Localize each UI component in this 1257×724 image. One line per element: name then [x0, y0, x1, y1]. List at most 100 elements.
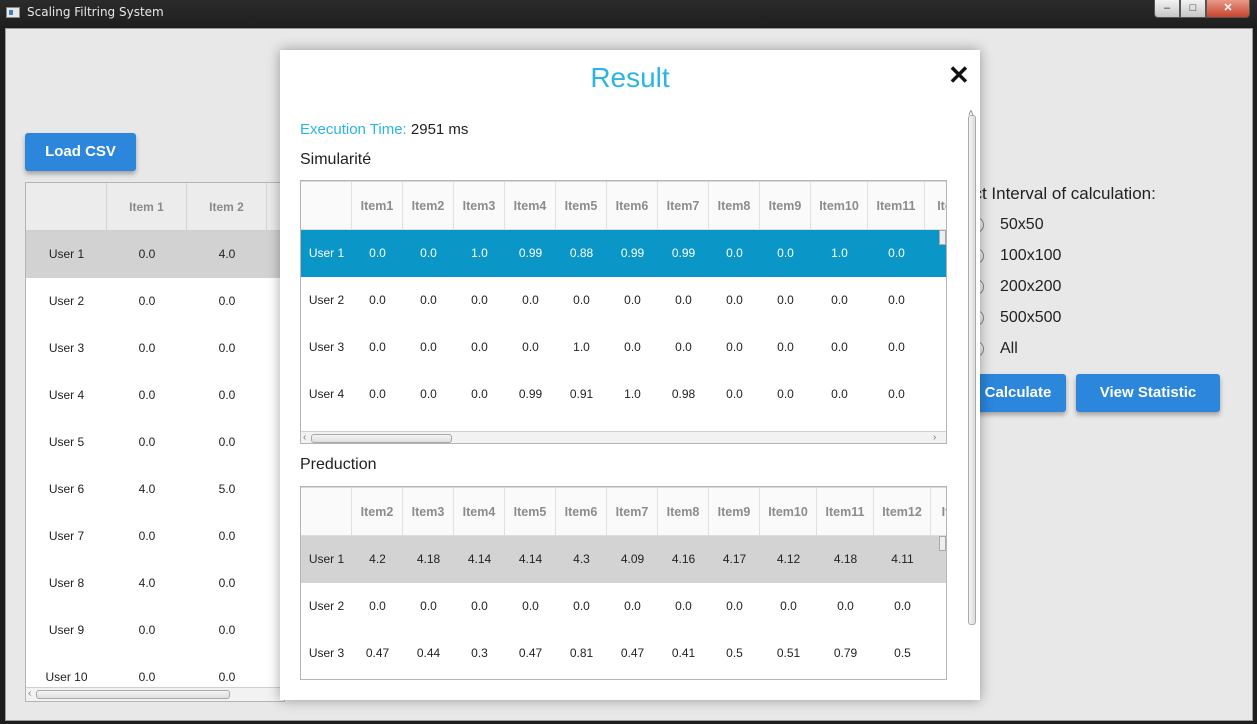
table-row[interactable]: User 4 0.0 0.0	[26, 372, 284, 419]
table-cell: 4.09	[620, 552, 645, 566]
execution-time-value: 2951 ms	[410, 121, 469, 138]
column-header[interactable]: Item3	[403, 488, 454, 537]
load-csv-button[interactable]: Load CSV	[25, 133, 136, 171]
radio-label: 200x200	[1000, 278, 1062, 295]
table-row[interactable]: User 1 0.0 0.0 1.0 0.99 0.88 0.99 0.99 0.0 0.0 1.0…	[301, 230, 946, 277]
table-cell: 4.0	[218, 247, 236, 261]
column-header[interactable]: Item9	[760, 182, 811, 231]
table-cell: 4.17	[722, 552, 747, 566]
header-cell[interactable]: Item 2	[187, 183, 267, 231]
table-cell: 0.0	[138, 294, 156, 308]
column-header[interactable]: Item7	[658, 182, 709, 231]
table-cell: 0.0	[624, 293, 641, 307]
calculate-button[interactable]: Calculate	[970, 374, 1066, 412]
table-row[interactable]: User 3 0.0 0.0	[26, 325, 284, 372]
header-cell[interactable]	[26, 183, 107, 231]
scroll-left-icon[interactable]: ‹	[28, 688, 32, 699]
column-header[interactable]: Item6	[607, 182, 658, 231]
table-row[interactable]: User 5 0.0 0.0	[26, 419, 284, 466]
table-cell: 0.0	[471, 340, 488, 354]
scroll-thumb[interactable]	[36, 690, 230, 699]
table-cell: 0.41	[671, 646, 696, 660]
table-cell: 4.0	[138, 576, 156, 590]
window-controls: – □ ✕	[1154, 0, 1250, 18]
scroll-left-icon[interactable]: ‹	[303, 432, 307, 443]
app-icon	[6, 7, 20, 18]
table-row[interactable]: User 1 0.0 4.0	[26, 231, 284, 278]
dialog-vertical-scrollbar[interactable]: ˄ ˅	[966, 108, 978, 700]
maximize-button[interactable]: □	[1180, 0, 1206, 18]
scroll-thumb[interactable]	[968, 115, 976, 625]
horizontal-scrollbar[interactable]: ‹	[26, 687, 284, 701]
scroll-right-icon[interactable]: ›	[933, 432, 937, 443]
table-row[interactable]: User 9 0.0 0.0	[26, 607, 284, 654]
minimize-button[interactable]: –	[1154, 0, 1180, 18]
table-row[interactable]: User 7 0.0 0.0	[26, 513, 284, 560]
table-cell: 1.0	[624, 387, 641, 401]
similarity-table[interactable]: Item1 Item2 Item3 Item4 Item5 Item6 Item7 Item8…	[300, 180, 947, 444]
table-row[interactable]: User 4 0.0 0.0 0.0 0.99 0.91 1.0 0.98 0.0 0.0 0.0 0…	[301, 371, 946, 418]
table-cell: 0.0	[624, 599, 641, 613]
data-table[interactable]: Item 1 Item 2 User 1 0.0 4.0 User 2 0.0 0.0 Us…	[25, 182, 285, 702]
table-cell: 0.0	[369, 599, 386, 613]
close-icon[interactable]: ✕	[948, 60, 970, 90]
column-header[interactable]: Item8	[658, 488, 709, 537]
column-header[interactable]: Item12	[874, 488, 931, 537]
header-cell[interactable]: Item 1	[107, 183, 187, 231]
column-header[interactable]: Item1	[352, 182, 403, 231]
table-cell: 0.0	[888, 246, 905, 260]
row-user-label: User 10	[45, 670, 88, 684]
column-header[interactable]: Item2	[403, 182, 454, 231]
interval-label: ect Interval of calculation:	[964, 184, 1156, 203]
column-header[interactable]: Item4	[505, 182, 556, 231]
vertical-scrollbar[interactable]	[939, 230, 946, 245]
view-statistic-button[interactable]: View Statistic	[1076, 374, 1220, 412]
prediction-table[interactable]: Item2 Item3 Item4 Item5 Item6 Item7 Item8 Item9…	[300, 486, 947, 680]
column-header[interactable]: Item5	[505, 488, 556, 537]
table-cell: 0.0	[218, 670, 236, 684]
column-header[interactable]: Ite	[925, 182, 946, 231]
column-header[interactable]: Item7	[607, 488, 658, 537]
data-table-header: Item 1 Item 2	[26, 183, 284, 231]
table-cell: 0.79	[833, 646, 858, 660]
table-cell: 0.98	[671, 387, 696, 401]
scroll-up-icon[interactable]: ˄	[968, 108, 974, 119]
column-header[interactable]: Item11	[868, 182, 925, 231]
window-close-button[interactable]: ✕	[1206, 0, 1250, 18]
table-row[interactable]: User 6 4.0 5.0	[26, 466, 284, 513]
column-header[interactable]: Item11	[817, 488, 874, 537]
similarity-horizontal-scrollbar[interactable]: ‹ ›	[301, 431, 946, 443]
column-header[interactable]	[301, 488, 352, 537]
table-cell: 5.0	[218, 482, 236, 496]
table-cell: 4.3	[573, 552, 590, 566]
table-row[interactable]: User 2 0.0 0.0 0.0 0.0 0.0 0.0 0.0 0.0 0.0 0.0 0.0	[301, 277, 946, 324]
table-cell: 0.5	[726, 646, 743, 660]
column-header[interactable]: Item10	[760, 488, 817, 537]
column-header[interactable]: Item5	[556, 182, 607, 231]
table-row[interactable]: User 1 4.2 4.18 4.14 4.14 4.3 4.09 4.16 4.17 4.12…	[301, 536, 946, 583]
column-header[interactable]: Item2	[352, 488, 403, 537]
column-header[interactable]: Item10	[811, 182, 868, 231]
scroll-thumb[interactable]	[311, 434, 452, 443]
table-row[interactable]: User 2 0.0 0.0	[26, 278, 284, 325]
dialog-title: Result	[590, 62, 670, 93]
table-cell: 4.14	[467, 552, 492, 566]
table-row[interactable]: User 3 0.0 0.0 0.0 0.0 1.0 0.0 0.0 0.0 0.0 0.0 0.0	[301, 324, 946, 371]
column-header[interactable]	[301, 182, 352, 231]
table-cell: 0.44	[416, 646, 441, 660]
table-cell: 0.0	[369, 340, 386, 354]
table-row[interactable]: User 2 0.0 0.0 0.0 0.0 0.0 0.0 0.0 0.0 0.0 0.0 0.0	[301, 583, 946, 630]
table-row[interactable]: User 3 0.47 0.44 0.3 0.47 0.81 0.47 0.41 0.5 0.51…	[301, 630, 946, 677]
column-header[interactable]: Item3	[454, 182, 505, 231]
table-cell: 4.11	[891, 552, 914, 566]
column-header[interactable]: It	[931, 488, 946, 537]
table-row[interactable]: User 10 0.0 0.0	[26, 654, 284, 701]
column-header[interactable]: Item8	[709, 182, 760, 231]
table-row[interactable]: User 8 4.0 0.0	[26, 560, 284, 607]
vertical-scrollbar[interactable]	[939, 536, 946, 551]
table-cell: 0.88	[569, 246, 594, 260]
column-header[interactable]: Item6	[556, 488, 607, 537]
column-header[interactable]: Item9	[709, 488, 760, 537]
row-user-label: User 3	[308, 340, 345, 354]
column-header[interactable]: Item4	[454, 488, 505, 537]
